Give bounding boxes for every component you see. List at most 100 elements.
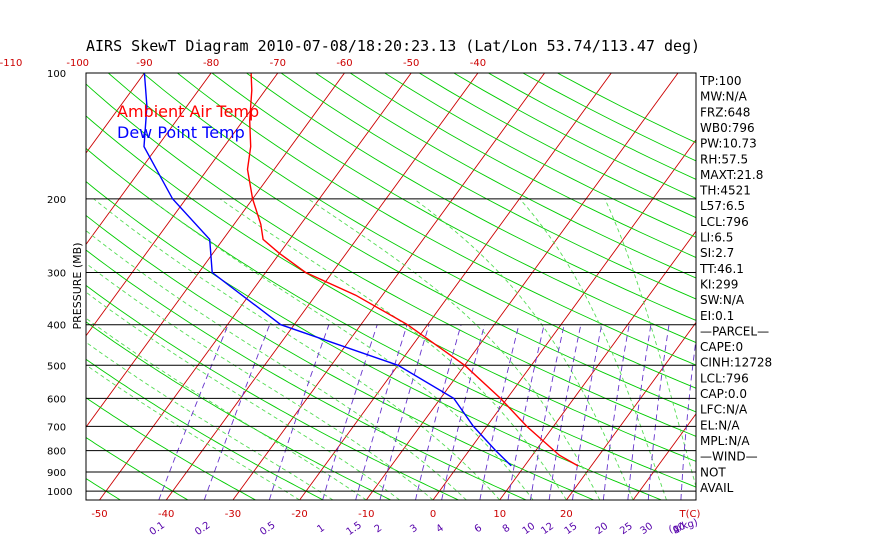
bottom-temperature-tick-label: -30 bbox=[225, 509, 241, 520]
isotherm-line bbox=[0, 73, 11, 500]
bottom-temperature-tick-label: -20 bbox=[291, 509, 307, 520]
isotherm-line bbox=[86, 73, 145, 154]
mixing-ratio-line bbox=[268, 324, 330, 500]
dry-adiabat-line bbox=[86, 181, 662, 500]
bottom-temperature-tick-label: -50 bbox=[91, 509, 107, 520]
index-entry: SW:N/A bbox=[700, 293, 745, 307]
mixing-ratio-tick-label: 0.1 bbox=[148, 520, 167, 538]
index-entry: AVAIL bbox=[700, 481, 734, 495]
index-entry: LI:6.5 bbox=[700, 231, 733, 245]
mixing-ratio-tick-label: 12 bbox=[539, 521, 556, 537]
moist-adiabat-line bbox=[149, 198, 534, 500]
isotherm-line bbox=[86, 73, 212, 246]
pressure-tick-label: 500 bbox=[47, 361, 66, 372]
index-entry: —PARCEL— bbox=[700, 324, 769, 338]
top-temperature-tick-label: -60 bbox=[336, 58, 352, 69]
legend-ambient-temp: Ambient Air Temp bbox=[117, 102, 259, 121]
dry-adiabat-line bbox=[86, 284, 459, 500]
index-entry: NOT bbox=[700, 465, 726, 479]
top-temperature-tick-label: -40 bbox=[470, 58, 486, 69]
moist-adiabat-line bbox=[93, 198, 501, 500]
mixing-ratio-line bbox=[572, 324, 603, 500]
index-entry: TT:46.1 bbox=[699, 262, 744, 276]
mixing-ratio-tick-label: 8 bbox=[501, 523, 513, 536]
top-temperature-tick-label: -70 bbox=[270, 58, 286, 69]
pressure-tick-label: 900 bbox=[47, 468, 66, 479]
index-entry: RH:57.5 bbox=[700, 152, 748, 166]
mixing-ratio-tick-label: 2 bbox=[373, 523, 385, 536]
moist-adiabat-line bbox=[86, 291, 400, 500]
mixing-ratio-line bbox=[158, 324, 229, 500]
mixing-ratio-tick-label: 0.5 bbox=[258, 520, 277, 538]
pressure-tick-label: 1000 bbox=[47, 487, 72, 498]
moist-adiabat-line bbox=[86, 341, 334, 500]
index-entry: MAXT:21.8 bbox=[700, 168, 763, 182]
dry-adiabat-line bbox=[280, 73, 696, 300]
mixing-ratio-tick-label: 30 bbox=[638, 521, 655, 537]
dry-adiabat-line bbox=[246, 73, 696, 321]
plot-frame bbox=[85, 72, 697, 501]
index-entry: L57:6.5 bbox=[700, 199, 745, 213]
dry-adiabat-line bbox=[86, 115, 696, 462]
moist-adiabat-line bbox=[86, 317, 367, 500]
dry-adiabat-line bbox=[86, 147, 696, 488]
index-entry: SI:2.7 bbox=[700, 246, 734, 260]
dry-adiabat-line bbox=[488, 73, 696, 180]
index-entry: TH:4521 bbox=[699, 184, 751, 198]
mixing-ratio-line bbox=[507, 324, 545, 500]
index-entry: TP:100 bbox=[699, 74, 742, 88]
sounding-profiles bbox=[143, 73, 579, 467]
legend: Ambient Air Temp Dew Point Temp bbox=[117, 102, 259, 142]
legend-dewpoint-temp: Dew Point Temp bbox=[117, 123, 245, 142]
dry-adiabat-line bbox=[86, 214, 594, 500]
top-temperature-tick-label: -80 bbox=[203, 58, 219, 69]
index-entry: CINH:12728 bbox=[700, 356, 772, 370]
mixing-ratio-line bbox=[355, 324, 408, 500]
mixing-ratio-line bbox=[647, 324, 670, 500]
mixing-ratio-line bbox=[322, 324, 378, 500]
pressure-tick-label: 800 bbox=[47, 447, 66, 458]
bottom-temperature-tick-label: 20 bbox=[560, 509, 573, 520]
dry-adiabat-line bbox=[86, 249, 527, 500]
pressure-tick-label: 400 bbox=[47, 321, 66, 332]
dry-adiabat-line bbox=[384, 73, 696, 238]
moist-adiabat-line bbox=[219, 198, 567, 500]
moist-adiabat-line bbox=[604, 198, 696, 489]
mixing-ratio-line bbox=[479, 324, 520, 500]
isotherm-line bbox=[499, 230, 696, 500]
y-axis-label: PRESSURE (MB) bbox=[71, 243, 84, 330]
index-entry: —WIND— bbox=[700, 450, 758, 464]
bottom-temperature-tick-label: -40 bbox=[158, 509, 174, 520]
index-entry: WB0:796 bbox=[700, 121, 755, 135]
pressure-tick-label: 600 bbox=[47, 394, 66, 405]
temperature-profile-line bbox=[246, 73, 579, 467]
dry-adiabat-line bbox=[315, 73, 696, 279]
isotherm-line bbox=[86, 73, 345, 428]
dry-adiabat-line bbox=[86, 83, 696, 437]
pressure-tick-label: 200 bbox=[47, 195, 66, 206]
top-temperature-tick-label: -50 bbox=[403, 58, 419, 69]
index-entry: EL:N/A bbox=[700, 418, 740, 432]
dry-adiabat-line bbox=[211, 73, 696, 344]
index-entry: FRZ:648 bbox=[700, 105, 750, 119]
top-temperature-tick-label: -110 bbox=[0, 58, 22, 69]
bottom-temperature-tick-label: 10 bbox=[493, 509, 506, 520]
index-entry: LCL:796 bbox=[700, 371, 749, 385]
dry-adiabat-line bbox=[0, 73, 53, 500]
moist-adiabat-line bbox=[86, 364, 300, 500]
mixing-ratio-line bbox=[529, 324, 565, 500]
mixing-ratio-line bbox=[203, 324, 271, 500]
mixing-ratio-line bbox=[548, 324, 582, 500]
pressure-tick-label: 100 bbox=[47, 69, 66, 80]
dry-adiabat-line bbox=[108, 73, 696, 413]
mixing-ratio-tick-label: 10 bbox=[521, 521, 538, 537]
dry-adiabat-line bbox=[86, 478, 121, 500]
mixing-ratio-tick-label: 15 bbox=[563, 521, 580, 537]
bottom-temperature-tick-label: -10 bbox=[358, 509, 374, 520]
mixing-ratio-line bbox=[627, 324, 652, 500]
dry-adiabat-line bbox=[86, 397, 256, 500]
mixing-ratio-tick-label: 25 bbox=[618, 521, 635, 537]
bottom-temperature-tick-label: 0 bbox=[430, 509, 436, 520]
